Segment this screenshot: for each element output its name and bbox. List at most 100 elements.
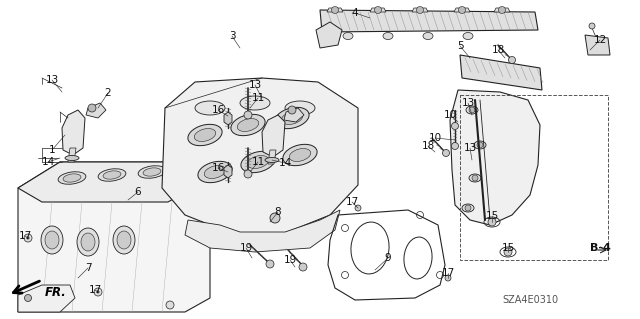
Polygon shape — [68, 148, 76, 162]
Text: 13: 13 — [463, 143, 477, 153]
Bar — [460, 95, 608, 260]
Text: 10: 10 — [444, 110, 456, 120]
Ellipse shape — [247, 156, 269, 168]
Circle shape — [458, 6, 465, 13]
Text: 19: 19 — [239, 243, 253, 253]
Text: FR.: FR. — [45, 286, 67, 299]
Polygon shape — [224, 112, 232, 125]
Text: 8: 8 — [275, 207, 282, 217]
Text: 6: 6 — [134, 187, 141, 197]
Text: 11: 11 — [252, 93, 264, 103]
Circle shape — [374, 6, 381, 13]
Text: 12: 12 — [593, 35, 607, 45]
Ellipse shape — [58, 172, 86, 184]
Ellipse shape — [462, 204, 474, 212]
Ellipse shape — [63, 174, 81, 182]
Polygon shape — [412, 8, 428, 12]
Text: 17: 17 — [19, 231, 31, 241]
Ellipse shape — [45, 231, 59, 249]
Text: 15: 15 — [501, 243, 515, 253]
Circle shape — [451, 143, 458, 150]
Circle shape — [477, 142, 483, 148]
Text: 4: 4 — [352, 8, 358, 18]
Ellipse shape — [138, 166, 166, 178]
Text: SZA4E0310: SZA4E0310 — [502, 295, 558, 305]
Ellipse shape — [65, 155, 79, 160]
Circle shape — [472, 175, 478, 181]
Text: 14: 14 — [42, 157, 54, 167]
Circle shape — [465, 205, 471, 211]
Ellipse shape — [195, 101, 225, 115]
Text: 17: 17 — [442, 268, 454, 278]
Circle shape — [499, 6, 506, 13]
Ellipse shape — [265, 158, 279, 162]
Ellipse shape — [81, 233, 95, 251]
Ellipse shape — [237, 119, 259, 131]
Circle shape — [270, 213, 280, 223]
Ellipse shape — [275, 107, 309, 129]
Polygon shape — [494, 8, 510, 12]
Circle shape — [299, 263, 307, 271]
Ellipse shape — [195, 129, 216, 141]
Polygon shape — [316, 22, 342, 48]
Circle shape — [97, 291, 99, 293]
Ellipse shape — [343, 33, 353, 40]
Text: 13: 13 — [461, 98, 475, 108]
Text: 18: 18 — [421, 141, 435, 151]
Ellipse shape — [98, 169, 126, 181]
Circle shape — [509, 56, 515, 63]
Circle shape — [417, 6, 424, 13]
Text: 17: 17 — [346, 197, 358, 207]
Ellipse shape — [231, 114, 265, 136]
Ellipse shape — [283, 144, 317, 166]
Ellipse shape — [466, 106, 478, 114]
Polygon shape — [268, 150, 276, 164]
Circle shape — [88, 104, 96, 112]
Circle shape — [244, 111, 252, 119]
Text: 7: 7 — [84, 263, 92, 273]
Ellipse shape — [103, 171, 121, 179]
Polygon shape — [62, 110, 85, 155]
Circle shape — [94, 288, 102, 296]
Ellipse shape — [204, 166, 226, 178]
Ellipse shape — [143, 168, 161, 176]
Polygon shape — [327, 8, 343, 12]
Text: 18: 18 — [492, 45, 504, 55]
Circle shape — [469, 107, 475, 113]
Polygon shape — [86, 103, 106, 118]
Polygon shape — [450, 90, 540, 225]
Circle shape — [244, 170, 252, 178]
Ellipse shape — [463, 33, 473, 40]
Ellipse shape — [469, 174, 481, 182]
Ellipse shape — [41, 226, 63, 254]
Circle shape — [266, 260, 274, 268]
Text: 16: 16 — [211, 163, 225, 173]
Ellipse shape — [113, 226, 135, 254]
Polygon shape — [18, 162, 210, 312]
Circle shape — [288, 106, 296, 114]
Text: 15: 15 — [485, 211, 499, 221]
Ellipse shape — [188, 124, 222, 146]
Circle shape — [166, 301, 174, 309]
Ellipse shape — [383, 33, 393, 40]
Ellipse shape — [77, 228, 99, 256]
Ellipse shape — [241, 151, 275, 173]
Ellipse shape — [198, 161, 232, 183]
Circle shape — [445, 275, 451, 281]
Polygon shape — [185, 210, 340, 252]
Text: 3: 3 — [228, 31, 236, 41]
Text: 9: 9 — [385, 253, 391, 263]
Circle shape — [24, 234, 32, 242]
Polygon shape — [370, 8, 386, 12]
Ellipse shape — [281, 112, 303, 124]
Polygon shape — [18, 285, 75, 312]
Text: 13: 13 — [248, 80, 262, 90]
Text: 14: 14 — [278, 158, 292, 168]
Ellipse shape — [240, 96, 270, 110]
Polygon shape — [320, 10, 538, 32]
Polygon shape — [262, 115, 285, 157]
Text: 2: 2 — [105, 88, 111, 98]
Text: 17: 17 — [88, 285, 102, 295]
Ellipse shape — [423, 33, 433, 40]
Circle shape — [504, 248, 512, 256]
